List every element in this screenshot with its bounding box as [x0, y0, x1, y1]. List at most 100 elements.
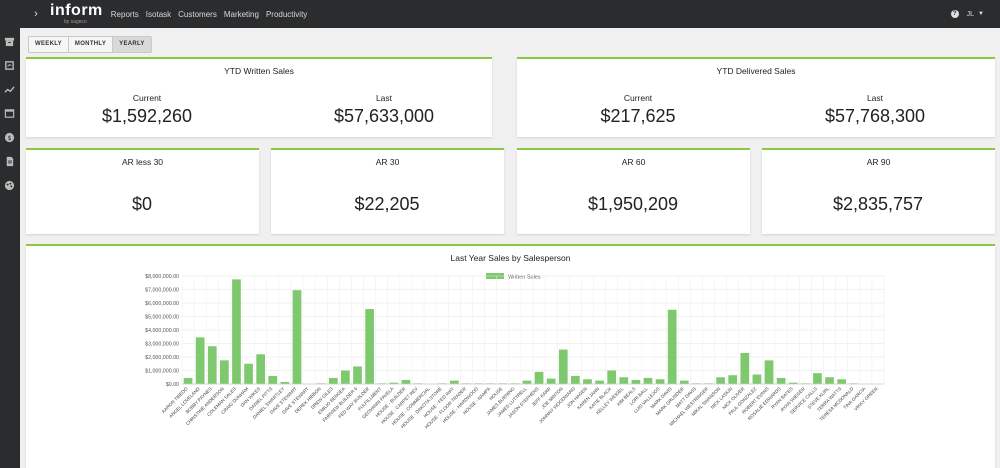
chart-bar [244, 363, 253, 384]
ar-value: $22,205 [354, 194, 420, 214]
chart-bar [595, 380, 604, 384]
chart-bar [716, 377, 725, 384]
chart-bar [776, 377, 786, 384]
logo-text: inform [50, 2, 103, 19]
chart-bar [389, 382, 399, 384]
chart-bar [679, 380, 689, 384]
period-toggle: WEEKLY MONTHLY YEARLY [28, 36, 152, 53]
nav-productivity[interactable]: Productivity [265, 9, 308, 19]
chart-bar [631, 379, 641, 384]
chart-bar [534, 371, 544, 384]
ar-60-card: AR 60 $1,950,209 [517, 148, 750, 234]
document-icon[interactable] [4, 156, 15, 167]
ytd-written-sales-card: YTD Written Sales Current $1,592,260 Las… [26, 57, 492, 137]
chart-bar [583, 379, 592, 384]
palette-icon[interactable] [4, 180, 15, 191]
chart-bar [813, 373, 822, 384]
y-tick-label: $5,000,000.00 [145, 315, 179, 321]
chart-bar [195, 337, 205, 384]
yearly-button[interactable]: YEARLY [113, 37, 151, 52]
reports-icon[interactable] [4, 60, 15, 71]
y-tick-label: $0.00 [166, 382, 179, 388]
chart-bar [183, 377, 193, 384]
chart-bar [220, 360, 229, 384]
ar-value: $2,835,757 [832, 194, 924, 214]
chevron-down-icon[interactable]: ▼ [978, 11, 984, 17]
chart-bar [353, 366, 362, 384]
window-icon[interactable] [4, 108, 15, 119]
expand-sidebar-icon[interactable]: › [34, 8, 38, 20]
archive-icon[interactable] [4, 36, 15, 47]
chart-bar [522, 380, 532, 384]
chart-bar [643, 377, 653, 384]
monthly-button[interactable]: MONTHLY [69, 37, 114, 52]
chart-bar [558, 349, 568, 384]
last-label: Last [375, 93, 393, 103]
card-title: YTD Written Sales [224, 66, 294, 76]
nav-marketing[interactable]: Marketing [223, 9, 259, 19]
chart-bar [280, 381, 290, 384]
y-tick-label: $7,000,000.00 [145, 288, 179, 294]
ar-value: $1,950,209 [587, 194, 679, 214]
current-value: $1,592,260 [101, 106, 193, 126]
card-title: AR 30 [375, 157, 400, 167]
y-tick-label: $1,000,000.00 [145, 369, 179, 375]
sales-by-salesperson-card: Last Year Sales by Salesperson Written S… [26, 244, 995, 468]
ar-90-card: AR 90 $2,835,757 [762, 148, 995, 234]
ar-30-card: AR 30 $22,205 [271, 148, 504, 234]
chart-bar [571, 375, 580, 384]
ar-less-30-card: AR less 30 $0 [26, 148, 259, 234]
svg-text:$: $ [7, 134, 11, 142]
nav-customers[interactable]: Customers [178, 9, 217, 19]
user-area: ? JL ▼ [950, 0, 984, 28]
chart-bar [837, 379, 846, 384]
y-tick-label: $2,000,000.00 [145, 355, 179, 361]
chart-bar [207, 346, 217, 384]
chart-bar [232, 279, 241, 384]
chart-bar [619, 377, 629, 384]
chart-bar [341, 370, 350, 384]
chart-title: Last Year Sales by Salesperson [450, 253, 571, 263]
chart-bar [607, 370, 617, 384]
user-initials[interactable]: JL [966, 10, 975, 18]
main-content: WEEKLY MONTHLY YEARLY YTD Written Sales … [20, 28, 1000, 468]
help-icon[interactable]: ? [950, 10, 959, 18]
chart-bar [752, 374, 762, 384]
chart-bar [655, 379, 665, 384]
chart-bar [728, 375, 738, 384]
ytd-delivered-sales-card: YTD Delivered Sales Current $217,625 Las… [517, 57, 995, 137]
chart-bar [788, 382, 798, 384]
app-logo[interactable]: inform by sageco [50, 3, 103, 25]
chart-bar [365, 309, 374, 384]
y-tick-label: $8,000,000.00 [145, 274, 179, 280]
chart-bar [401, 379, 411, 384]
main-nav: Reports Isotask Customers Marketing Prod… [111, 10, 315, 19]
card-title: YTD Delivered Sales [716, 66, 796, 76]
chart-bar [449, 380, 459, 384]
chart-bar [328, 377, 338, 384]
sidebar: $ [0, 28, 20, 468]
chart-bar [256, 354, 266, 384]
trending-icon[interactable] [4, 84, 15, 95]
ar-value: $0 [131, 194, 153, 214]
chart-bar [292, 290, 302, 384]
chart-bar [825, 377, 834, 384]
legend-label: Written Sales [508, 275, 541, 281]
top-nav-bar: › inform by sageco Reports Isotask Custo… [0, 0, 1000, 28]
chart-bar [667, 309, 677, 384]
card-title: AR 90 [866, 157, 891, 167]
current-label: Current [623, 93, 653, 103]
dollar-icon[interactable]: $ [4, 132, 15, 143]
last-value: $57,633,000 [333, 106, 435, 126]
y-tick-label: $6,000,000.00 [145, 301, 179, 307]
last-label: Last [866, 93, 884, 103]
current-value: $217,625 [600, 106, 676, 126]
nav-isotask[interactable]: Isotask [145, 9, 172, 19]
weekly-button[interactable]: WEEKLY [29, 37, 69, 52]
nav-reports[interactable]: Reports [110, 9, 139, 19]
card-title: AR less 30 [121, 157, 164, 167]
y-tick-label: $4,000,000.00 [145, 328, 179, 334]
chart-bar [740, 352, 750, 384]
current-label: Current [132, 93, 162, 103]
card-title: AR 60 [621, 157, 646, 167]
